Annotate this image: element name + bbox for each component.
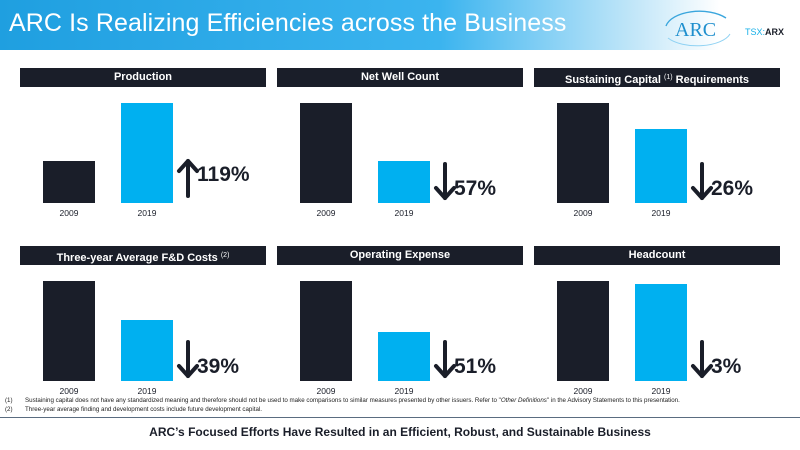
- bar-chart: 2009 2019 39%: [43, 281, 239, 396]
- chart-title: Net Well Count: [277, 68, 523, 87]
- bar-2019: [378, 161, 430, 203]
- change-label: 51%: [454, 355, 496, 378]
- change-label: 39%: [197, 355, 239, 378]
- page-title: ARC Is Realizing Efficiencies across the…: [9, 9, 567, 37]
- bar-2009: [300, 281, 352, 381]
- arrow-up-icon: [177, 159, 199, 198]
- bar-chart: 2009 2019 57%: [300, 103, 496, 218]
- ticker-label: TSX:ARX: [745, 27, 785, 37]
- tick-label: 2019: [395, 208, 414, 218]
- bar-2009: [43, 281, 95, 381]
- tick-label: 2009: [574, 386, 593, 396]
- bar-2009: [557, 281, 609, 381]
- bar-2009: [557, 103, 609, 203]
- arrow-down-icon: [434, 340, 456, 378]
- tick-label: 2009: [317, 386, 336, 396]
- chart-title: Sustaining Capital (1) Requirements: [534, 68, 780, 87]
- change-label: 3%: [711, 355, 742, 378]
- bar-2009: [43, 161, 95, 203]
- arrow-down-icon: [434, 162, 456, 200]
- tick-label: 2009: [574, 208, 593, 218]
- change-label: 119%: [197, 163, 250, 186]
- bar-chart: 2009 2019 119%: [43, 103, 250, 218]
- chart-title: Production: [20, 68, 266, 87]
- footnotes: (1) Sustaining capital does not have any …: [5, 396, 795, 414]
- tick-label: 2019: [652, 386, 671, 396]
- bar-2019: [635, 284, 687, 381]
- chart-title: Headcount: [534, 246, 780, 265]
- logo-text: ARC: [675, 19, 716, 41]
- bar-chart: 2009 2019 51%: [300, 281, 496, 396]
- change-label: 26%: [711, 177, 753, 200]
- tick-label: 2009: [60, 386, 79, 396]
- arrow-down-icon: [691, 340, 713, 378]
- tagline: ARC’s Focused Efforts Have Resulted in a…: [149, 425, 651, 439]
- footnote-1: (1) Sustaining capital does not have any …: [5, 397, 680, 404]
- bar-chart: 2009 2019 26%: [557, 103, 753, 218]
- bar-2019: [121, 320, 173, 381]
- arrow-down-icon: [691, 162, 713, 200]
- bar-2019: [121, 103, 173, 203]
- tick-label: 2009: [60, 208, 79, 218]
- divider: [0, 417, 800, 418]
- bar-2019: [378, 332, 430, 381]
- tick-label: 2019: [138, 208, 157, 218]
- tick-label: 2019: [652, 208, 671, 218]
- tick-label: 2019: [395, 386, 414, 396]
- tick-label: 2009: [317, 208, 336, 218]
- chart-title: Three-year Average F&D Costs (2): [20, 246, 266, 265]
- bar-2019: [635, 129, 687, 203]
- change-label: 57%: [454, 177, 496, 200]
- tick-label: 2019: [138, 386, 157, 396]
- chart-title: Operating Expense: [277, 246, 523, 265]
- bar-chart: 2009 2019 3%: [557, 281, 742, 396]
- arc-logo: ARC: [665, 10, 731, 47]
- footnote-2: (2) Three-year average finding and develo…: [5, 406, 262, 413]
- bar-2009: [300, 103, 352, 203]
- arrow-down-icon: [177, 340, 199, 378]
